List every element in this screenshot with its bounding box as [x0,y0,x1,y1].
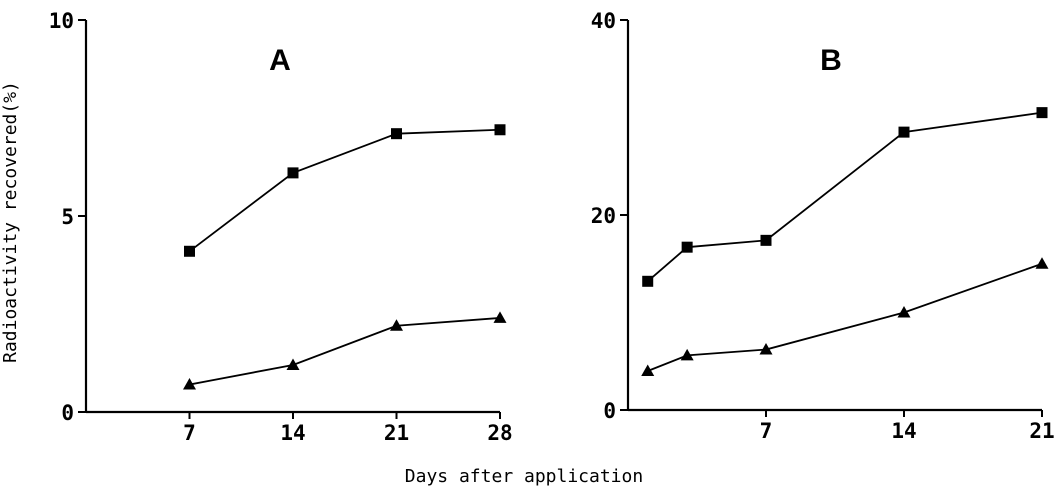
panel-a-x-tick-label: 21 [384,421,409,445]
panel-a-series-line-square [188,128,501,252]
panel-a-triangle-point [286,358,300,370]
panel-a-square-point [287,167,299,179]
x-axis-title: Days after application [405,466,643,487]
panel-a-x-tick-label: 14 [280,421,305,445]
panel-b-square-point [898,126,910,138]
panel-b-series-line-square [647,111,1043,282]
panel-b-square-point [681,241,693,253]
panel-a-triangle-point [390,319,403,331]
panel-a-y-tick-label: 10 [49,9,74,33]
panel-a-title: A [269,44,291,77]
panel-b-title: B [820,44,842,77]
panel-b-triangle-point [897,306,911,318]
panel-b-y-tick-label: 0 [603,399,616,423]
panel-b-triangle-point [641,364,655,376]
panel-a-triangle-point [493,311,507,323]
panel-b-square-point [760,234,772,246]
panel-a-square-point [391,128,402,140]
panel-b-triangle-point [680,348,694,361]
panel-b-square-point [1036,107,1048,119]
panel-a-y-tick-label: 5 [61,205,74,229]
panel-b-x-tick-label: 14 [891,419,916,443]
y-axis-title: Radioactivity recovered(%) [0,81,21,363]
panel-b-triangle-point [759,343,773,355]
panel-b-series-line-triangle [647,262,1043,372]
panel-a-x-tick-label: 7 [183,421,196,445]
panel-a-square-point [494,124,506,136]
panel-b-y-tick-label: 40 [591,9,616,33]
panel-a-x-tick-label: 28 [487,421,512,445]
panel-a-chart: A 0 5 10 7 14 21 28 [49,9,513,445]
panel-a-square-point [184,245,195,257]
panel-b-x-tick-label: 7 [760,419,773,443]
panel-b-square-point [642,275,654,287]
panel-a-y-tick-label: 0 [61,401,74,425]
panel-b-chart: B 0 20 40 7 14 21 [591,9,1055,443]
panel-b-x-tick-label: 21 [1029,419,1054,443]
panel-b-y-tick-label: 20 [591,204,616,228]
panel-a-triangle-point [183,378,196,390]
panel-a-series-line-triangle [189,317,501,386]
panel-b-triangle-point [1035,257,1049,269]
